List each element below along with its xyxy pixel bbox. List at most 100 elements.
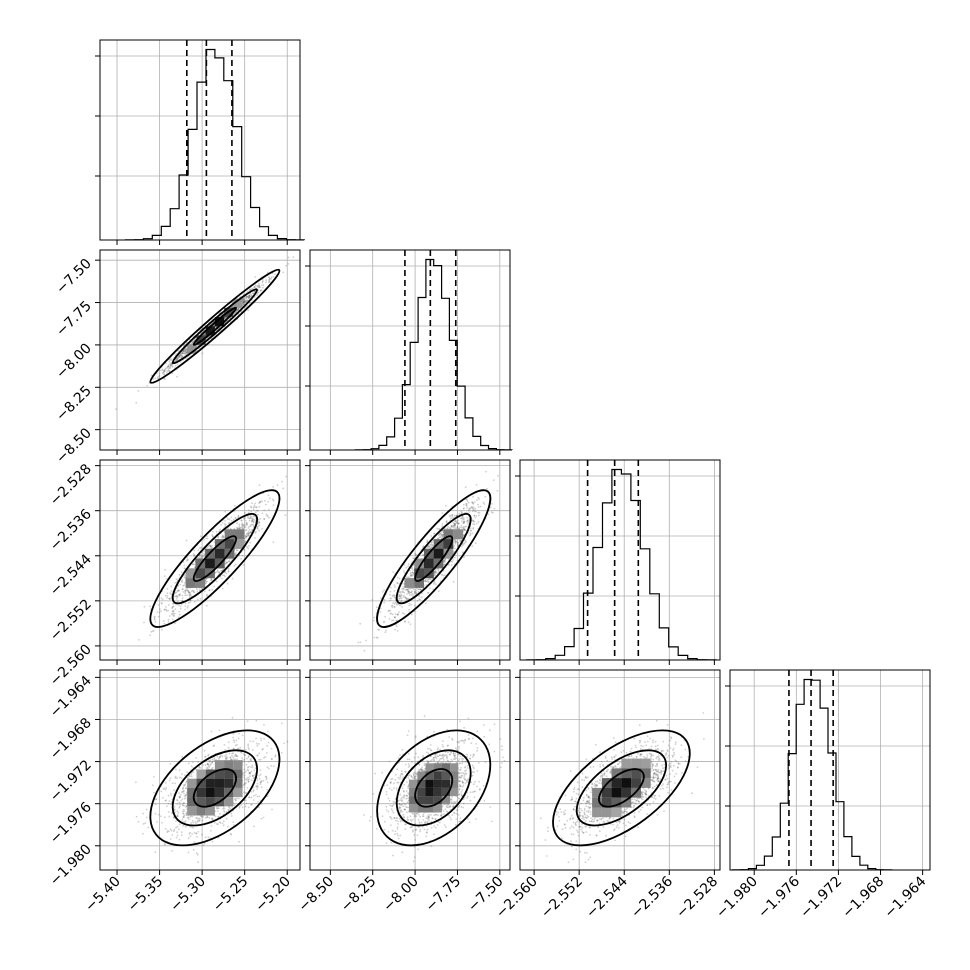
scatter-point (164, 370, 166, 373)
scatter-point (189, 599, 192, 602)
scatter-point (163, 816, 166, 818)
scatter-point (184, 347, 187, 350)
scatter-point (384, 615, 387, 618)
scatter-point (413, 604, 416, 607)
scatter-point (252, 523, 255, 526)
scatter-point (181, 355, 184, 358)
scatter-point (247, 309, 250, 312)
scatter-point (427, 578, 429, 581)
scatter-point (215, 571, 218, 573)
scatter-point (472, 495, 474, 498)
scatter-point (178, 610, 181, 613)
scatter-point (191, 342, 194, 345)
scatter-point (243, 549, 246, 551)
scatter-point (230, 516, 233, 519)
scatter-point (475, 515, 478, 517)
scatter-point (115, 408, 117, 410)
scatter-point (178, 594, 181, 596)
scatter-point (182, 786, 185, 788)
scatter-point (249, 296, 252, 299)
scatter-point (248, 296, 250, 299)
scatter-point (416, 599, 419, 602)
scatter-point (193, 339, 196, 341)
scatter-point (247, 776, 250, 779)
scatter-point (156, 377, 159, 380)
scatter-point (242, 298, 245, 300)
scatter-point (397, 613, 399, 616)
scatter-point (231, 577, 234, 580)
scatter-point (256, 788, 258, 790)
scatter-point (233, 505, 236, 507)
scatter-point (182, 350, 185, 353)
scatter-point (443, 574, 446, 577)
scatter-point (247, 547, 250, 550)
scatter-point (153, 615, 156, 618)
scatter-point (196, 836, 199, 838)
scatter-point (171, 366, 174, 368)
scatter-point (204, 755, 207, 758)
scatter-point (163, 373, 165, 376)
scatter-point (469, 529, 472, 532)
scatter-point (285, 475, 288, 478)
scatter-point (218, 571, 221, 573)
scatter-point (258, 758, 260, 761)
scatter-point (254, 537, 256, 539)
scatter-point (392, 619, 395, 622)
scatter-point (152, 784, 154, 787)
scatter-point (179, 803, 182, 806)
scatter-point (204, 333, 206, 335)
scatter-point (167, 365, 170, 368)
scatter-point (221, 577, 224, 580)
scatter-point (403, 613, 406, 615)
scatter-point (259, 783, 262, 786)
scatter-point (221, 822, 224, 825)
scatter-point (258, 529, 260, 532)
scatter-point (232, 732, 235, 735)
histogram-grid (730, 670, 930, 870)
scatter-point (169, 598, 171, 601)
scatter-point (269, 278, 271, 280)
scatter-point (166, 595, 169, 597)
scatter-point (381, 590, 384, 593)
scatter-point (224, 575, 226, 578)
scatter-point (166, 371, 168, 374)
scatter-point (472, 520, 475, 523)
scatter-point (451, 513, 454, 516)
scatter-point (404, 620, 406, 623)
scatter-point (492, 479, 495, 481)
scatter-point (455, 519, 457, 522)
scatter-point (242, 301, 245, 304)
scatter-point (256, 742, 258, 745)
scatter-point (244, 300, 247, 302)
scatter-point (163, 608, 166, 611)
scatter-point (393, 603, 396, 605)
scatter-point (238, 732, 241, 735)
scatter-point (187, 605, 189, 607)
scatter-point (474, 517, 477, 519)
scatter-point (445, 520, 448, 523)
scatter-point (176, 356, 179, 359)
scatter-point (406, 588, 408, 590)
scatter-point (272, 276, 275, 278)
scatter-point (264, 499, 266, 502)
scatter-point (253, 286, 256, 288)
scatter-point (164, 606, 167, 608)
scatter-point (405, 576, 408, 578)
scatter-point (167, 621, 170, 623)
scatter-point (265, 778, 268, 781)
scatter-point (198, 819, 201, 822)
scatter-point (184, 348, 187, 351)
scatter-point (238, 523, 241, 526)
scatter-point (189, 835, 192, 838)
scatter-point (171, 850, 174, 852)
scatter-point (171, 365, 174, 367)
scatter-point (183, 351, 186, 353)
scatter-point (472, 502, 474, 504)
scatter-point (178, 356, 181, 359)
scatter-point (253, 504, 256, 507)
scatter-point (199, 597, 202, 600)
density-cell (453, 529, 464, 540)
scatter-point (453, 544, 456, 547)
scatter-point (192, 563, 194, 566)
scatter-point (232, 518, 235, 521)
